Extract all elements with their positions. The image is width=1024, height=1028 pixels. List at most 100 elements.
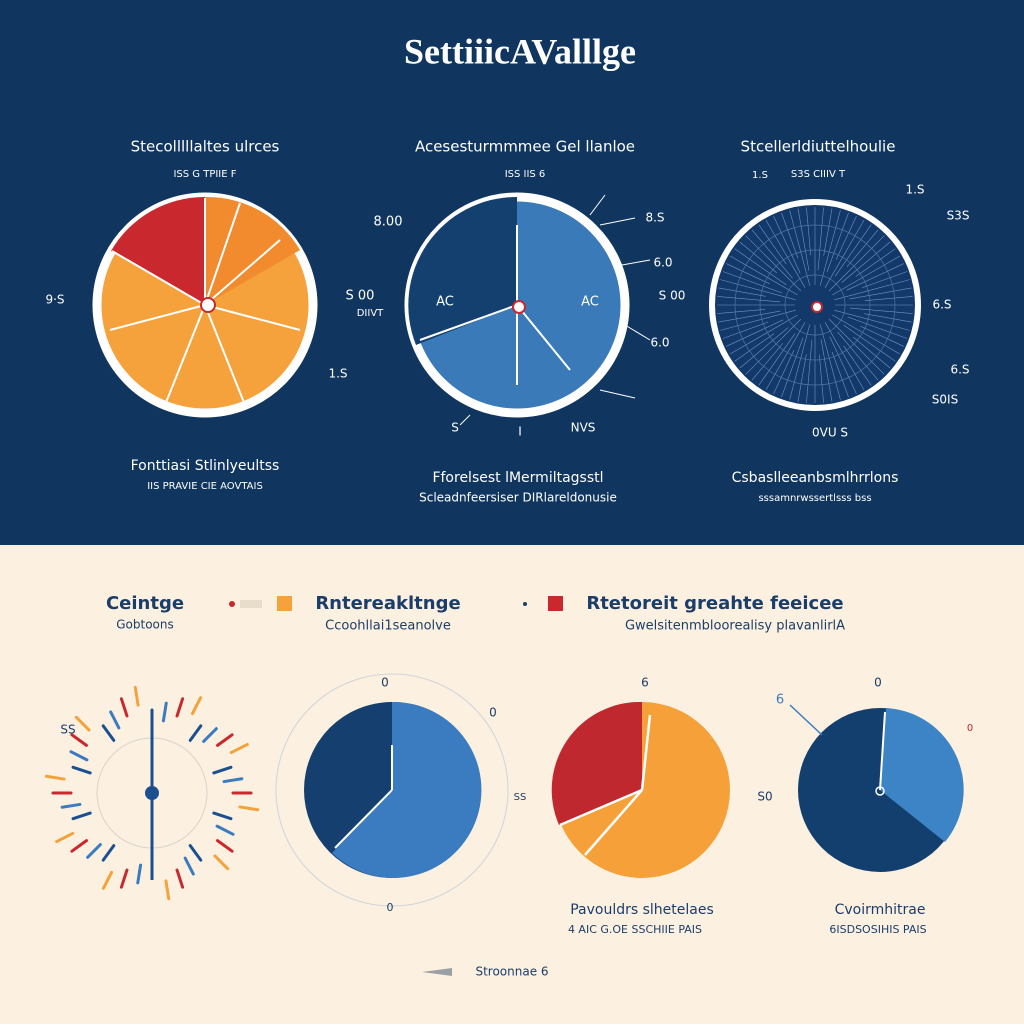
burst-dash	[71, 765, 92, 775]
bottom-caption: 6ISDSOSIHIS PAIS	[829, 923, 926, 936]
burst-dash	[70, 839, 88, 853]
radial-dial	[709, 199, 921, 411]
dial-line	[829, 336, 857, 394]
legend-swatch	[277, 596, 292, 611]
callout-label: S3S	[947, 209, 970, 223]
dial-line	[826, 212, 849, 273]
callout-label: S 00	[659, 289, 686, 303]
dial-line	[819, 324, 841, 400]
bottom-caption: Cvoirmhitrae	[835, 902, 926, 918]
burst-dash	[222, 777, 244, 784]
dial-line	[819, 354, 824, 403]
legend-swatch	[548, 596, 563, 611]
dial-line	[758, 333, 796, 386]
dial-ring	[759, 249, 871, 361]
burst-dash	[119, 697, 129, 718]
burst-dash	[44, 774, 66, 781]
dial-line	[717, 309, 766, 314]
dial-line	[773, 216, 801, 274]
burst-dash	[74, 715, 91, 732]
legend-title: Rtetoreit greahte feeicee	[586, 593, 843, 614]
footer-icon	[422, 968, 452, 976]
dial-line	[718, 310, 781, 323]
dial-line	[726, 263, 770, 285]
burst-dash	[109, 710, 121, 730]
burst-dash	[161, 701, 168, 723]
dial-line	[789, 324, 811, 400]
callout-label: NVS	[571, 421, 596, 435]
dial-line	[765, 219, 806, 288]
panel-title: Stcellerldiuttelhoulie	[741, 138, 896, 156]
panel-caption: IIS PRAVIE CIE AOVTAIS	[147, 481, 263, 492]
callout-label: DIIVT	[357, 308, 384, 319]
callout-label: 6.0	[653, 256, 672, 270]
burst-dash	[188, 844, 203, 862]
panel-caption: Fonttiasi Stlinlyeultss	[131, 458, 280, 474]
footer: Stroonnae 6	[475, 965, 548, 979]
callout-label: 6.S	[950, 363, 969, 377]
dial-line	[847, 316, 908, 339]
dial-line	[726, 319, 784, 347]
burst-dash	[212, 765, 233, 775]
pie-blue	[404, 192, 651, 426]
dial-ring	[784, 274, 846, 336]
main-title: SettiiicAValllge	[404, 31, 636, 71]
dial-line	[745, 235, 802, 292]
dial-line	[797, 208, 810, 271]
dial-line	[819, 210, 841, 286]
burst-dash	[60, 802, 82, 809]
burst-dash	[164, 879, 171, 901]
panel-caption: Csbaslleeanbsmlhrrlons	[732, 470, 899, 486]
dial-line	[861, 271, 908, 289]
burst-dash	[183, 856, 195, 876]
burst-dash	[71, 811, 92, 821]
panel-caption: sssamnrwssertlsss bss	[758, 493, 871, 504]
dial-line	[717, 296, 781, 303]
burst-dash	[133, 685, 140, 707]
legend-dot	[523, 602, 527, 606]
legend-subtitle: Gwelsitenmbloorealisy plavanlirlA	[625, 619, 845, 634]
burst-dash	[216, 733, 234, 747]
bottom-caption: Pavouldrs slhetelaes	[570, 902, 714, 918]
dial-line	[797, 354, 807, 402]
dial-line	[849, 287, 912, 300]
dial-line	[860, 325, 904, 347]
burst-dash	[238, 805, 260, 812]
dial-line	[758, 224, 787, 265]
burst-dash	[101, 724, 116, 742]
callout-label: 6.S	[932, 298, 951, 312]
dial-line	[781, 212, 799, 259]
dial-line	[846, 263, 904, 291]
callout-label: 1.S	[328, 367, 347, 381]
callout-label: I	[518, 425, 522, 439]
burst-dash	[86, 843, 102, 859]
panel-subtitle: ISS G TPIIE F	[173, 169, 236, 180]
dial-line	[734, 333, 775, 362]
dial-line	[789, 210, 811, 286]
dial-line	[820, 339, 833, 402]
dial-line	[720, 309, 796, 331]
dial-line	[729, 255, 798, 296]
dial-line	[720, 279, 796, 301]
callout-label: 1.S	[752, 170, 768, 181]
burst-dash	[119, 868, 129, 889]
dial-line	[806, 207, 811, 256]
callout-label: 6	[641, 676, 649, 690]
dial-line	[729, 314, 798, 355]
legend-dot	[229, 601, 235, 607]
dial-line	[831, 351, 849, 398]
dial-ring	[734, 224, 896, 386]
dial-line	[853, 336, 891, 369]
legend-swatch	[240, 600, 262, 608]
callout-label: 6	[776, 693, 784, 708]
legend-subtitle: Gobtoons	[116, 618, 174, 632]
pie-blue-bottom	[275, 673, 509, 907]
callout-label: SS	[514, 792, 527, 803]
panel-caption: Fforelsest lMermiltagsstl	[432, 470, 603, 486]
callout-label: 8.00	[374, 215, 403, 230]
panel-title: Acesesturmmmee Gel llanloe	[415, 138, 635, 156]
burst-dash	[101, 844, 116, 862]
callout-label: 0VU S	[812, 426, 848, 440]
dial-line	[832, 314, 901, 355]
burst-dash	[175, 697, 185, 718]
